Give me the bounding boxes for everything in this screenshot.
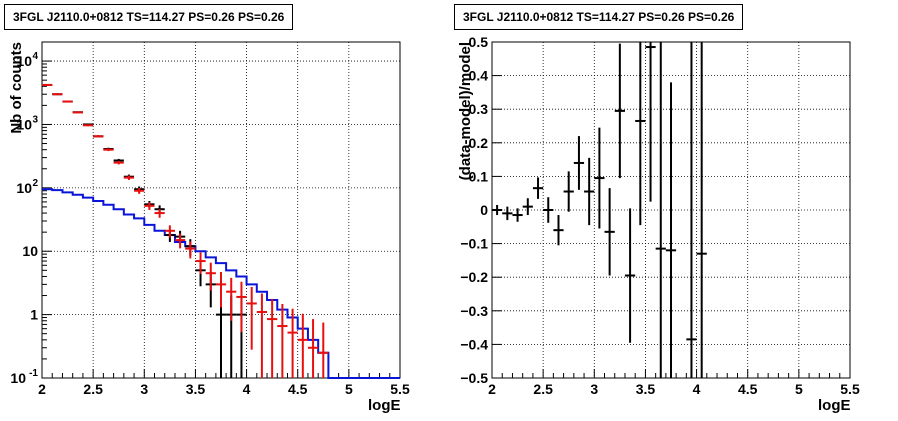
left-y-tick-label: 10 (22, 243, 38, 259)
left-panel-title: 3FGL J2110.0+0812 TS=114.27 PS=0.26 PS=0… (4, 4, 294, 30)
right-x-tick-label: 2 (488, 381, 496, 397)
model-point (195, 252, 206, 274)
residual-point (645, 42, 656, 202)
right-x-tick-label: 4 (693, 381, 701, 397)
left-y-tick-exponent: -1 (29, 368, 38, 379)
right-x-tick-label: 5 (795, 381, 803, 397)
left-y-tick-label: 10 (16, 180, 32, 196)
left-y-tick-label: 10 (16, 116, 32, 132)
left-y-axis-label: Nb of counts (8, 42, 25, 134)
right-x-axis-label: logE (818, 397, 851, 414)
model-point (134, 187, 145, 194)
residual-point (492, 204, 503, 216)
residual-point (512, 208, 523, 222)
residual-point (573, 136, 585, 190)
model-point (123, 175, 135, 180)
residual-point (604, 188, 615, 276)
residual-point (635, 42, 646, 226)
residual-point (614, 43, 625, 179)
right-y-tick-label: −0.1 (460, 236, 488, 252)
model-point (154, 209, 165, 218)
model-point (277, 304, 288, 378)
model-point (246, 286, 257, 350)
model-point (215, 272, 227, 308)
model-point (297, 313, 308, 378)
model-point (82, 124, 94, 127)
right-y-tick-label: 0.1 (469, 168, 489, 184)
left-x-tick-label: 2.5 (83, 381, 103, 397)
model-point (42, 83, 53, 86)
right-x-tick-label: 3 (590, 381, 598, 397)
right-x-tick-label: 4.5 (738, 381, 758, 397)
right-y-tick-label: 0.5 (469, 34, 489, 50)
residual-point (522, 198, 533, 216)
residual-point (532, 177, 544, 199)
model-point (164, 225, 175, 238)
residual-point (665, 82, 677, 378)
left-x-tick-label: 3.5 (186, 381, 206, 397)
data-point (215, 295, 227, 378)
left-x-tick-label: 5 (345, 381, 353, 397)
model-point (72, 111, 83, 114)
left-y-tick-exponent: 2 (32, 178, 38, 189)
model-point (267, 298, 278, 378)
model-point (62, 100, 73, 103)
residual-point (594, 127, 605, 229)
left-x-tick-label: 4.5 (288, 381, 308, 397)
residual-point (543, 197, 554, 223)
left-y-tick-label: 10 (10, 370, 26, 386)
right-y-tick-label: 0.3 (469, 101, 489, 117)
model-point (256, 293, 268, 378)
model-point (185, 241, 196, 259)
right-y-tick-label: −0.3 (460, 303, 488, 319)
model-point (318, 322, 329, 378)
left-x-tick-label: 5.5 (390, 381, 410, 397)
right-x-tick-label: 2.5 (533, 381, 553, 397)
residual-point (563, 171, 574, 212)
left-y-tick-label: 10 (16, 53, 32, 69)
residual-point (553, 215, 564, 246)
model-point (174, 233, 186, 249)
right-y-tick-label: −0.5 (460, 370, 488, 386)
residual-point (696, 42, 707, 378)
model-point (144, 202, 155, 210)
right-y-tick-label: −0.4 (460, 336, 488, 352)
model-point (205, 262, 216, 291)
right-y-axis-label: (data-model)/model (457, 42, 474, 180)
model-point (113, 160, 124, 165)
model-point (52, 93, 63, 96)
model-point (103, 148, 114, 152)
right-x-tick-label: 3.5 (636, 381, 656, 397)
model-point (226, 277, 237, 321)
left-x-tick-label: 2 (38, 381, 46, 397)
residual-point (584, 157, 595, 226)
right-y-tick-label: 0 (480, 202, 488, 218)
residual-point (502, 206, 513, 221)
model-point (236, 281, 247, 333)
right-panel-title: 3FGL J2110.0+0812 TS=114.27 PS=0.26 PS=0… (454, 4, 744, 30)
residual-point (686, 42, 697, 378)
right-y-tick-label: 0.2 (469, 135, 489, 151)
left-x-tick-label: 3 (140, 381, 148, 397)
residual-point (624, 208, 636, 343)
left-y-tick-exponent: 3 (32, 114, 38, 125)
model-point (307, 319, 319, 378)
left-y-tick-exponent: 4 (32, 51, 38, 62)
left-x-tick-label: 4 (243, 381, 251, 397)
residual-point (655, 42, 666, 378)
model-point (287, 308, 298, 378)
right-x-tick-label: 5.5 (840, 381, 860, 397)
left-x-axis-label: logE (368, 397, 401, 414)
right-y-tick-label: 0.4 (469, 68, 489, 84)
model-point (93, 135, 104, 138)
left-y-tick-label: 1 (30, 307, 38, 323)
right-y-tick-label: −0.2 (460, 269, 488, 285)
